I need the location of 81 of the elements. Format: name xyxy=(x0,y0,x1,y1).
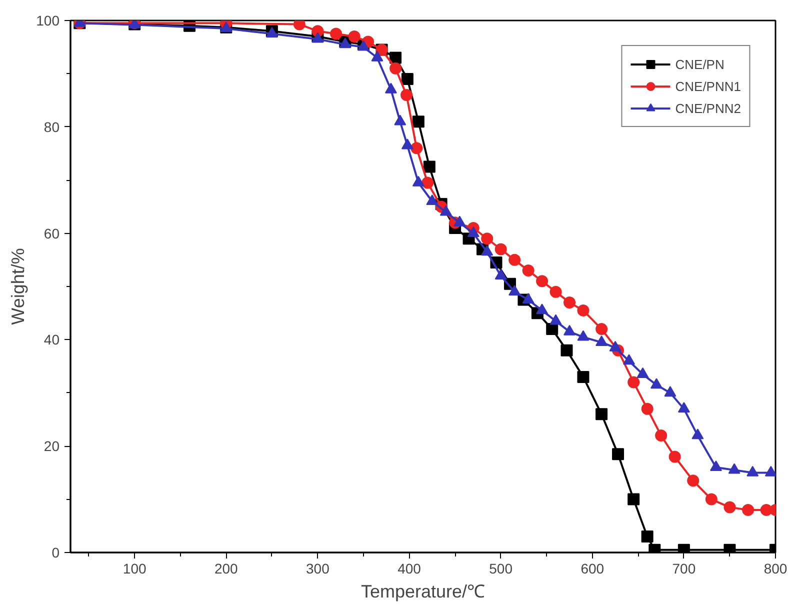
y-tick-label: 40 xyxy=(44,332,60,348)
point xyxy=(508,284,521,296)
point xyxy=(550,314,562,325)
point xyxy=(764,466,776,476)
x-tick-label: 700 xyxy=(672,560,696,576)
point xyxy=(467,226,480,237)
point xyxy=(687,474,700,487)
point xyxy=(401,138,414,150)
y-tick-label: 0 xyxy=(52,544,60,560)
legend-label: CNE/PNN2 xyxy=(675,100,741,116)
point xyxy=(577,370,590,383)
point xyxy=(650,378,662,389)
point xyxy=(655,429,668,442)
point xyxy=(724,501,736,514)
point xyxy=(550,286,562,298)
point xyxy=(692,428,704,440)
point xyxy=(330,28,342,40)
point xyxy=(623,354,636,365)
point xyxy=(410,142,423,154)
legend-label: CNE/PNN1 xyxy=(675,78,741,94)
point xyxy=(401,73,414,86)
y-axis-title: Weight/% xyxy=(8,248,28,325)
point xyxy=(609,340,622,352)
point xyxy=(508,254,521,266)
y-tick-label: 80 xyxy=(44,118,60,135)
point xyxy=(612,448,624,460)
point xyxy=(563,324,576,336)
point xyxy=(494,269,507,280)
point xyxy=(412,176,424,186)
point xyxy=(348,30,360,42)
point xyxy=(705,493,718,506)
y-tick-label: 20 xyxy=(44,438,60,454)
point xyxy=(440,205,452,216)
point xyxy=(628,493,640,506)
point xyxy=(384,82,397,94)
point xyxy=(522,264,534,277)
point xyxy=(560,344,573,356)
x-tick-label: 300 xyxy=(306,560,330,576)
point xyxy=(596,408,608,420)
point xyxy=(563,296,576,308)
point xyxy=(426,194,438,206)
point xyxy=(728,463,740,474)
point xyxy=(678,402,690,413)
point xyxy=(522,292,534,304)
point xyxy=(481,245,494,256)
point xyxy=(412,116,424,128)
x-tick-label: 200 xyxy=(214,560,238,576)
point xyxy=(742,504,754,516)
point xyxy=(422,176,434,189)
point xyxy=(481,232,494,245)
point xyxy=(596,336,608,346)
point xyxy=(371,50,384,62)
point xyxy=(746,466,759,476)
point xyxy=(668,450,681,463)
legend-label: CNE/PN xyxy=(675,56,724,72)
x-tick-label: 100 xyxy=(122,560,146,576)
point xyxy=(423,160,436,173)
y-tick-label: 60 xyxy=(44,225,60,242)
x-tick-label: 600 xyxy=(580,560,604,576)
point xyxy=(641,530,654,543)
x-tick-label: 400 xyxy=(398,560,422,576)
point xyxy=(536,304,548,314)
point xyxy=(664,386,676,397)
point xyxy=(390,52,402,64)
x-tick-label: 800 xyxy=(764,560,788,576)
y-tick-label: 100 xyxy=(36,12,60,28)
point xyxy=(641,402,654,415)
point xyxy=(577,330,590,341)
point xyxy=(494,243,507,256)
point xyxy=(394,114,406,126)
point xyxy=(454,216,466,226)
point xyxy=(628,376,640,388)
point xyxy=(710,460,722,472)
point xyxy=(390,62,402,74)
point xyxy=(400,88,413,101)
point xyxy=(596,323,608,336)
point xyxy=(636,367,649,378)
point xyxy=(577,304,590,316)
x-axis-title: Temperature/℃ xyxy=(360,582,486,602)
x-tick-label: 500 xyxy=(489,560,513,576)
point xyxy=(536,275,548,288)
